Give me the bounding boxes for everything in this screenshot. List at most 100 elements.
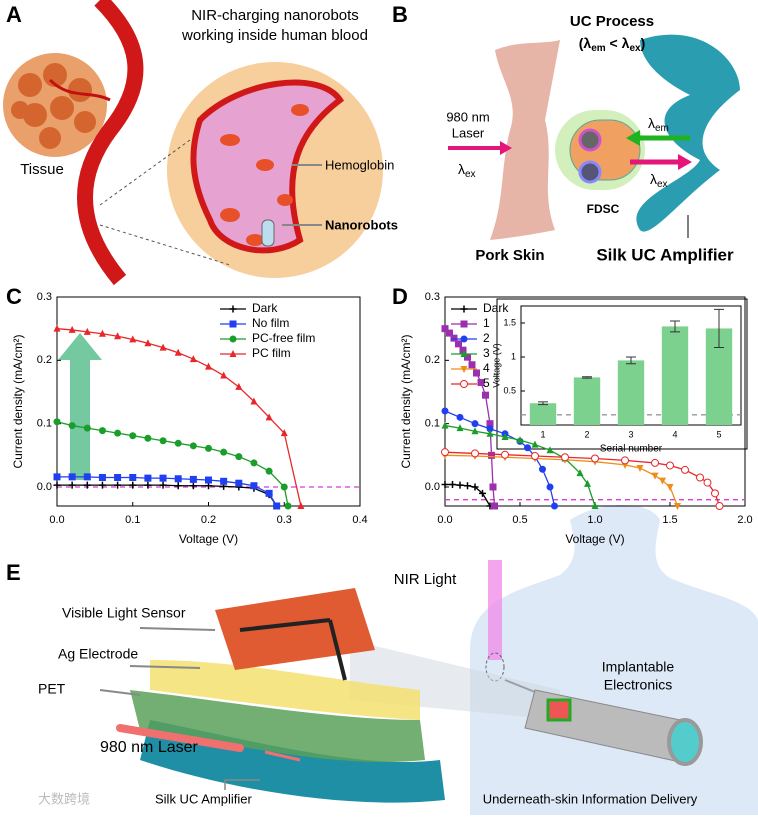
legend-label: PC film — [252, 346, 291, 360]
wires — [239, 618, 347, 681]
marker — [53, 481, 61, 489]
lambda-em: λem — [648, 115, 669, 134]
marker — [491, 502, 498, 510]
uc-relation: (λem < λex) — [579, 35, 645, 54]
marker — [280, 483, 288, 491]
marker — [501, 450, 509, 459]
marker — [280, 429, 288, 437]
marker — [471, 483, 479, 491]
bar — [617, 360, 645, 425]
nanorobot — [261, 219, 275, 247]
x-axis-label: Serial number — [600, 444, 663, 455]
marker — [666, 461, 674, 470]
marker — [235, 479, 243, 487]
x-tick-label: 4 — [672, 429, 677, 439]
marker — [250, 482, 258, 490]
marker — [489, 483, 497, 491]
electrode — [578, 160, 602, 184]
pointer — [129, 665, 201, 669]
sensor-layer — [215, 588, 375, 670]
marker — [68, 473, 76, 481]
marker — [460, 335, 468, 343]
marker — [159, 437, 167, 445]
error-bar — [714, 308, 724, 348]
marker — [531, 440, 539, 448]
marker — [460, 350, 468, 357]
marker — [220, 371, 228, 379]
implant-label: Electronics — [604, 677, 672, 693]
marker — [250, 397, 258, 405]
marker — [174, 348, 182, 356]
text: λ — [650, 171, 657, 187]
marker — [477, 379, 485, 386]
marker — [696, 473, 704, 482]
series-line — [444, 454, 679, 507]
panel-a-title: NIR-charging nanorobots — [191, 7, 359, 24]
marker — [456, 424, 464, 432]
marker — [703, 478, 712, 487]
marker — [651, 458, 659, 467]
marker — [460, 380, 468, 388]
implant-label: Implantable — [602, 659, 675, 675]
marker — [666, 484, 674, 491]
series-line — [57, 484, 278, 507]
marker — [265, 467, 273, 475]
marker — [114, 481, 122, 489]
marker — [460, 305, 468, 313]
marker — [450, 334, 458, 342]
pointer — [139, 627, 216, 631]
bar — [661, 326, 689, 425]
marker — [174, 475, 182, 483]
hemoglobin-label: Hemoglobin — [325, 157, 394, 172]
marker — [284, 502, 292, 510]
marker — [229, 350, 237, 357]
marker — [546, 446, 554, 454]
marker — [144, 481, 152, 489]
marker — [464, 482, 471, 490]
marker — [471, 449, 479, 458]
laser-beam — [116, 724, 244, 752]
x-axis-label: Voltage (V) — [565, 532, 624, 546]
marker — [83, 424, 91, 432]
x-tick-label: 1.5 — [662, 514, 677, 526]
bar — [529, 403, 557, 425]
marker — [129, 474, 137, 481]
text: ( — [579, 35, 584, 51]
amplifier-label: Silk UC Amplifier — [596, 245, 734, 264]
laser-label: 980 nm — [446, 109, 489, 124]
marker — [265, 413, 273, 421]
x-tick-label: 2.0 — [737, 514, 752, 526]
electrode-layer — [150, 660, 420, 720]
text: ex — [629, 43, 641, 54]
legend-label: PC-free film — [252, 331, 315, 345]
watermark: 大数跨境 — [38, 791, 90, 806]
amplifier-label: Silk UC Amplifier — [155, 791, 252, 806]
marker — [129, 432, 137, 440]
legend-label: 5 — [483, 376, 490, 390]
legend-label: 1 — [483, 316, 490, 330]
panel-a-art — [3, 0, 383, 286]
laser-arrow — [264, 750, 301, 762]
marker — [591, 502, 599, 509]
inset-frame — [496, 298, 748, 450]
marker — [205, 444, 212, 452]
legend-label: No film — [252, 316, 289, 330]
marker — [621, 456, 629, 465]
pork-skin-label: Pork Skin — [475, 247, 544, 264]
x-tick-label: 1.0 — [587, 514, 602, 526]
marker — [114, 429, 122, 437]
y-tick-label: 0.0 — [37, 481, 52, 493]
x-tick-label: 0.0 — [49, 514, 64, 526]
marker — [83, 327, 91, 335]
text: em — [655, 123, 669, 134]
marker — [486, 429, 494, 437]
nir-label: NIR Light — [394, 571, 457, 588]
marker — [456, 481, 464, 489]
marker — [205, 362, 212, 370]
marker — [516, 436, 524, 444]
marker — [651, 472, 659, 480]
x-tick-label: 1 — [540, 429, 545, 439]
pork-skin — [490, 40, 560, 240]
panel-e-art — [99, 505, 758, 815]
marker — [551, 502, 558, 510]
